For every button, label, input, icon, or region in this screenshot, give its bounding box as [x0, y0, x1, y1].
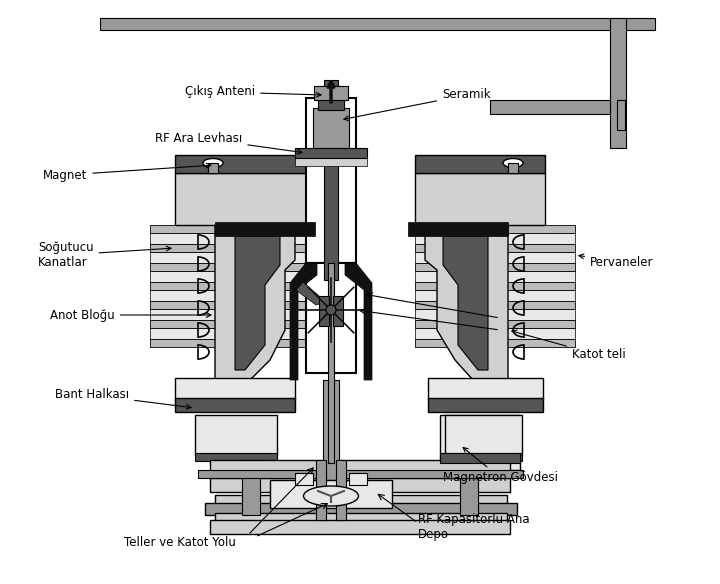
- Bar: [415, 339, 575, 347]
- Bar: [198, 470, 523, 478]
- Bar: [150, 290, 315, 301]
- Ellipse shape: [503, 158, 523, 168]
- Bar: [324, 80, 338, 280]
- Bar: [175, 155, 315, 173]
- Bar: [208, 163, 218, 173]
- Bar: [415, 282, 575, 290]
- Text: Magnet: Magnet: [43, 163, 211, 182]
- Bar: [445, 453, 522, 461]
- Bar: [195, 453, 277, 461]
- Polygon shape: [425, 225, 508, 380]
- Bar: [440, 453, 520, 463]
- Bar: [175, 378, 295, 400]
- Bar: [415, 301, 575, 309]
- Bar: [415, 233, 575, 244]
- Bar: [415, 328, 575, 339]
- Circle shape: [326, 305, 336, 315]
- Bar: [415, 155, 545, 173]
- Bar: [150, 282, 315, 290]
- Polygon shape: [345, 263, 372, 380]
- Bar: [318, 98, 344, 110]
- Bar: [415, 309, 575, 320]
- Bar: [175, 173, 315, 225]
- Bar: [617, 100, 625, 130]
- Bar: [150, 301, 315, 309]
- Polygon shape: [215, 225, 295, 380]
- Bar: [415, 173, 545, 225]
- Bar: [295, 473, 313, 485]
- Bar: [445, 415, 522, 455]
- Bar: [415, 263, 575, 271]
- Text: RF Ara Levhası: RF Ara Levhası: [155, 131, 302, 154]
- Bar: [295, 158, 367, 166]
- Bar: [323, 380, 339, 480]
- Bar: [408, 222, 508, 236]
- Bar: [440, 415, 520, 470]
- Bar: [490, 100, 610, 114]
- Text: Seramik: Seramik: [344, 89, 490, 121]
- Ellipse shape: [203, 158, 223, 168]
- Text: RF Kapasitörlü Ana
Depo: RF Kapasitörlü Ana Depo: [418, 513, 530, 541]
- Bar: [205, 503, 517, 515]
- Bar: [150, 309, 315, 320]
- Polygon shape: [290, 263, 317, 380]
- Bar: [415, 252, 575, 263]
- Bar: [150, 233, 315, 244]
- Bar: [313, 108, 349, 148]
- Bar: [150, 320, 315, 328]
- Bar: [319, 296, 329, 326]
- Bar: [242, 460, 260, 515]
- Bar: [314, 86, 348, 100]
- Bar: [610, 18, 626, 148]
- Text: Soğutucu
Kanatlar: Soğutucu Kanatlar: [38, 241, 171, 269]
- Bar: [210, 460, 510, 472]
- Bar: [415, 225, 575, 233]
- Text: Katot teli: Katot teli: [512, 330, 626, 361]
- Bar: [349, 473, 367, 485]
- Bar: [150, 244, 315, 252]
- Polygon shape: [235, 230, 280, 370]
- Bar: [215, 495, 507, 505]
- Bar: [295, 148, 367, 158]
- Bar: [460, 460, 478, 515]
- Bar: [415, 271, 575, 282]
- Bar: [150, 339, 315, 347]
- Text: Teller ve Katot Yolu: Teller ve Katot Yolu: [124, 537, 236, 550]
- Bar: [215, 513, 507, 521]
- Text: Magnetron Gövdesi: Magnetron Gövdesi: [443, 447, 558, 485]
- Bar: [428, 378, 543, 400]
- Bar: [215, 222, 315, 236]
- Bar: [150, 271, 315, 282]
- Bar: [150, 263, 315, 271]
- Bar: [195, 415, 277, 455]
- Bar: [508, 163, 518, 173]
- Bar: [150, 225, 315, 233]
- Bar: [150, 328, 315, 339]
- Bar: [100, 18, 655, 30]
- Text: Pervaneler: Pervaneler: [579, 254, 654, 269]
- Bar: [306, 98, 356, 263]
- Polygon shape: [296, 282, 326, 305]
- Bar: [333, 296, 343, 326]
- Bar: [175, 398, 295, 412]
- Bar: [210, 478, 510, 492]
- Text: Anot Bloğu: Anot Bloğu: [50, 308, 211, 322]
- Bar: [428, 398, 543, 412]
- Bar: [210, 520, 510, 534]
- Polygon shape: [443, 230, 488, 370]
- Text: Çıkış Anteni: Çıkış Anteni: [185, 85, 321, 99]
- Bar: [270, 480, 392, 508]
- Ellipse shape: [304, 486, 359, 506]
- Bar: [415, 320, 575, 328]
- Bar: [328, 263, 334, 463]
- Bar: [150, 252, 315, 263]
- Text: Bant Halkası: Bant Halkası: [55, 388, 191, 409]
- Bar: [415, 244, 575, 252]
- Bar: [415, 290, 575, 301]
- Bar: [316, 460, 326, 520]
- Bar: [306, 263, 356, 373]
- Bar: [336, 460, 346, 520]
